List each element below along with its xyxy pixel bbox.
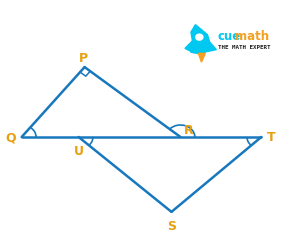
Text: S: S bbox=[168, 219, 177, 232]
Circle shape bbox=[196, 35, 203, 41]
Text: Q: Q bbox=[6, 131, 17, 144]
Text: T: T bbox=[267, 131, 276, 144]
Text: U: U bbox=[74, 145, 84, 158]
Polygon shape bbox=[191, 26, 210, 56]
Text: THE MATH EXPERT: THE MATH EXPERT bbox=[218, 45, 270, 50]
Polygon shape bbox=[198, 54, 205, 63]
Text: P: P bbox=[79, 52, 88, 65]
Polygon shape bbox=[204, 40, 216, 53]
Text: R: R bbox=[184, 124, 194, 137]
Polygon shape bbox=[185, 42, 194, 54]
Text: math: math bbox=[235, 30, 269, 43]
Text: cue: cue bbox=[218, 30, 241, 43]
